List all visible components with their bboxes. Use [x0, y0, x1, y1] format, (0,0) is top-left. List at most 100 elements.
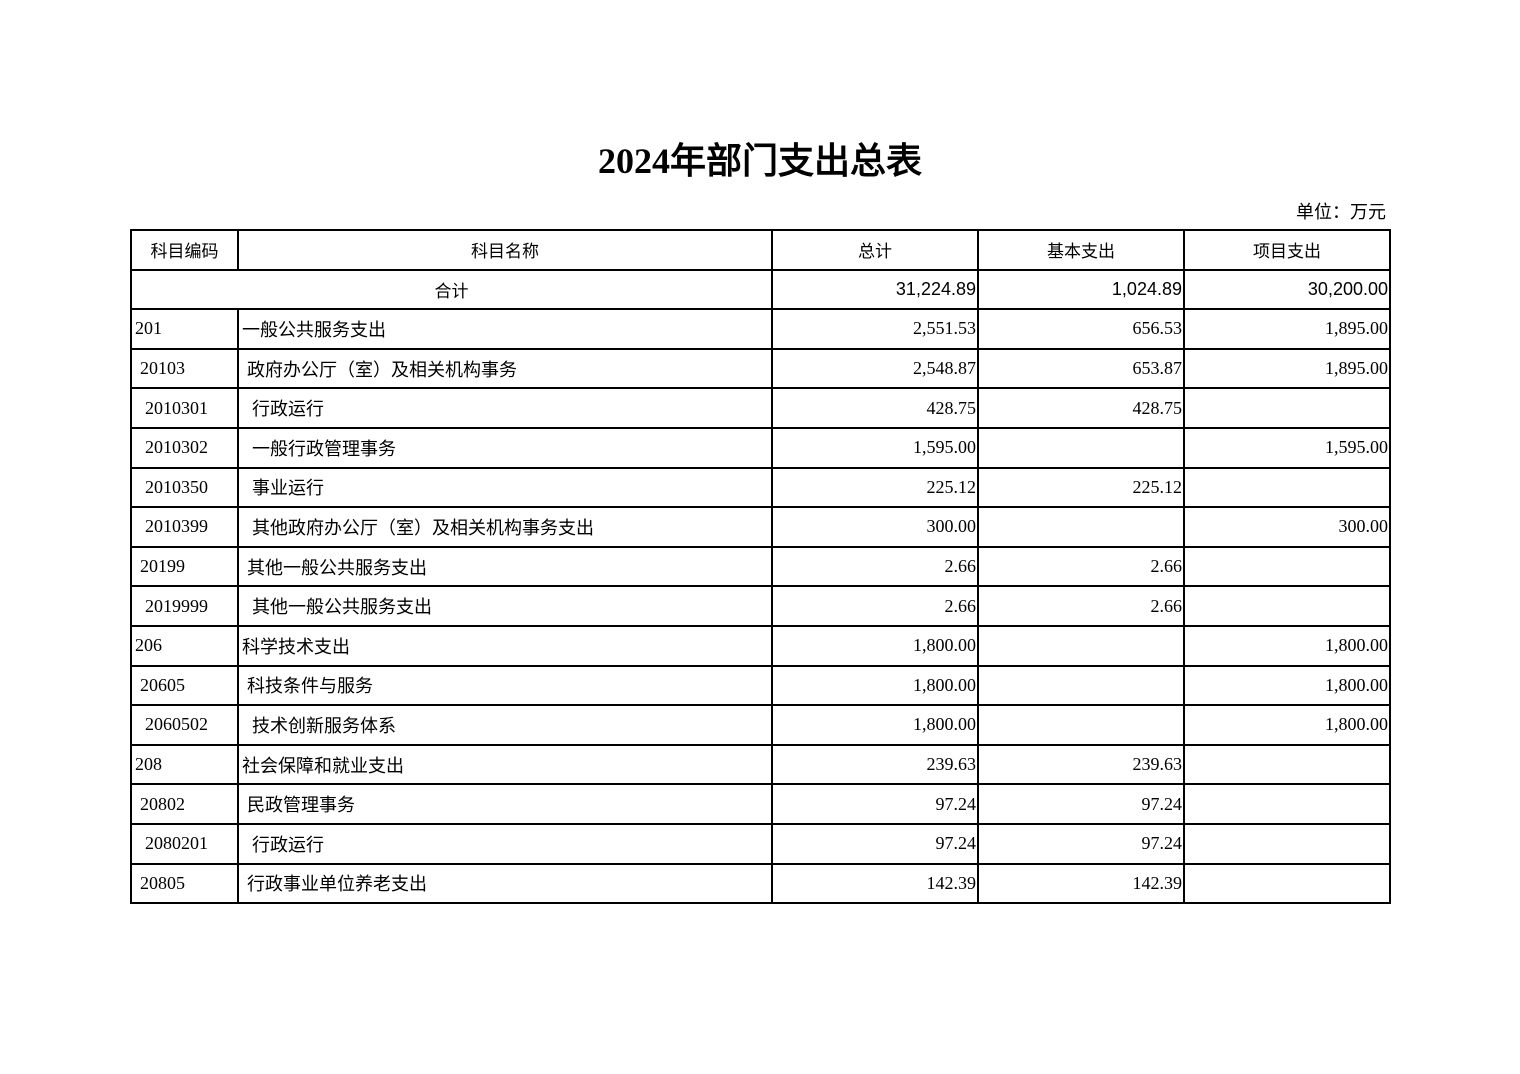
table-row: 2060502 技术创新服务体系 1,800.00 1,800.00 — [130, 704, 1391, 746]
table-row: 201 一般公共服务支出 2,551.53 656.53 1,895.00 — [130, 308, 1391, 350]
cell-name: 社会保障和就业支出 — [237, 743, 773, 786]
table-row: 2019999 其他一般公共服务支出 2.66 2.66 — [130, 585, 1391, 627]
cell-basic: 142.39 — [977, 862, 1185, 905]
cell-basic — [977, 624, 1185, 667]
table-row: 2010399 其他政府办公厅（室）及相关机构事务支出 300.00 300.00 — [130, 506, 1391, 548]
table-row: 20103 政府办公厅（室）及相关机构事务 2,548.87 653.87 1,895.… — [130, 347, 1391, 390]
cell-basic: 97.24 — [977, 783, 1185, 825]
cell-code: 2010302 — [130, 426, 239, 469]
cell-code: 20199 — [130, 545, 239, 588]
table-row: 2010302 一般行政管理事务 1,595.00 1,595.00 — [130, 426, 1391, 469]
table-row: 20805 行政事业单位养老支出 142.39 142.39 — [130, 862, 1391, 905]
table-row: 2010301 行政运行 428.75 428.75 — [130, 387, 1391, 429]
cell-name: 政府办公厅（室）及相关机构事务 — [237, 347, 773, 390]
total-row: 合计 31,224.89 1,024.89 30,200.00 — [130, 268, 1391, 311]
cell-total: 1,800.00 — [771, 664, 979, 707]
cell-total: 142.39 — [771, 862, 979, 905]
header-basic: 基本支出 — [977, 229, 1185, 271]
cell-name: 一般公共服务支出 — [237, 308, 773, 350]
cell-name: 其他政府办公厅（室）及相关机构事务支出 — [237, 506, 773, 548]
cell-code: 208 — [130, 743, 239, 786]
table-row: 20605 科技条件与服务 1,800.00 1,800.00 — [130, 664, 1391, 707]
cell-total: 97.24 — [771, 822, 979, 865]
cell-project: 1,595.00 — [1183, 426, 1391, 469]
table-row: 20802 民政管理事务 97.24 97.24 — [130, 783, 1391, 825]
cell-basic — [977, 664, 1185, 707]
cell-code: 2019999 — [130, 585, 239, 627]
cell-project: 1,800.00 — [1183, 624, 1391, 667]
cell-name: 事业运行 — [237, 466, 773, 509]
header-project: 项目支出 — [1183, 229, 1391, 271]
total-label: 合计 — [130, 268, 773, 311]
cell-project — [1183, 743, 1391, 786]
cell-name: 科技条件与服务 — [237, 664, 773, 707]
cell-basic: 428.75 — [977, 387, 1185, 429]
cell-total: 1,595.00 — [771, 426, 979, 469]
unit-label: 单位：万元 — [1296, 202, 1386, 223]
cell-project: 300.00 — [1183, 506, 1391, 548]
header-name: 科目名称 — [237, 229, 773, 271]
cell-project: 1,895.00 — [1183, 347, 1391, 390]
cell-name: 行政事业单位养老支出 — [237, 862, 773, 905]
cell-code: 2010350 — [130, 466, 239, 509]
table-header-row: 科目编码 科目名称 总计 基本支出 项目支出 — [130, 229, 1391, 271]
cell-total: 1,800.00 — [771, 704, 979, 746]
cell-total: 2,551.53 — [771, 308, 979, 350]
cell-total: 1,800.00 — [771, 624, 979, 667]
cell-name: 行政运行 — [237, 822, 773, 865]
cell-project: 1,800.00 — [1183, 704, 1391, 746]
cell-name: 其他一般公共服务支出 — [237, 585, 773, 627]
cell-code: 20605 — [130, 664, 239, 707]
cell-code: 20802 — [130, 783, 239, 825]
cell-basic: 2.66 — [977, 585, 1185, 627]
cell-total: 239.63 — [771, 743, 979, 786]
cell-code: 201 — [130, 308, 239, 350]
cell-name: 技术创新服务体系 — [237, 704, 773, 746]
header-total: 总计 — [771, 229, 979, 271]
cell-total: 300.00 — [771, 506, 979, 548]
cell-project: 1,800.00 — [1183, 664, 1391, 707]
cell-basic — [977, 704, 1185, 746]
page-title: 2024年部门支出总表 — [597, 141, 922, 181]
cell-project — [1183, 822, 1391, 865]
cell-basic: 2.66 — [977, 545, 1185, 588]
cell-code: 20805 — [130, 862, 239, 905]
cell-basic — [977, 506, 1185, 548]
cell-code: 2080201 — [130, 822, 239, 865]
cell-name: 其他一般公共服务支出 — [237, 545, 773, 588]
expenditure-table: 科目编码 科目名称 总计 基本支出 项目支出 合计 31,224.89 1,02… — [130, 229, 1391, 905]
cell-project: 1,895.00 — [1183, 308, 1391, 350]
cell-basic: 97.24 — [977, 822, 1185, 865]
cell-code: 2060502 — [130, 704, 239, 746]
cell-basic: 653.87 — [977, 347, 1185, 390]
cell-project — [1183, 545, 1391, 588]
cell-total: 2.66 — [771, 585, 979, 627]
total-project: 30,200.00 — [1183, 268, 1391, 311]
cell-project — [1183, 783, 1391, 825]
cell-name: 科学技术支出 — [237, 624, 773, 667]
cell-total: 225.12 — [771, 466, 979, 509]
table-row: 2010350 事业运行 225.12 225.12 — [130, 466, 1391, 509]
cell-name: 行政运行 — [237, 387, 773, 429]
cell-basic: 239.63 — [977, 743, 1185, 786]
cell-basic: 225.12 — [977, 466, 1185, 509]
cell-total: 97.24 — [771, 783, 979, 825]
cell-project — [1183, 862, 1391, 905]
cell-project — [1183, 585, 1391, 627]
cell-name: 一般行政管理事务 — [237, 426, 773, 469]
table-row: 206 科学技术支出 1,800.00 1,800.00 — [130, 624, 1391, 667]
cell-code: 206 — [130, 624, 239, 667]
table-row: 20199 其他一般公共服务支出 2.66 2.66 — [130, 545, 1391, 588]
cell-basic — [977, 426, 1185, 469]
cell-total: 428.75 — [771, 387, 979, 429]
cell-code: 20103 — [130, 347, 239, 390]
table-row: 208 社会保障和就业支出 239.63 239.63 — [130, 743, 1391, 786]
cell-code: 2010399 — [130, 506, 239, 548]
total-basic: 1,024.89 — [977, 268, 1185, 311]
cell-total: 2,548.87 — [771, 347, 979, 390]
cell-name: 民政管理事务 — [237, 783, 773, 825]
cell-project — [1183, 387, 1391, 429]
table-row: 2080201 行政运行 97.24 97.24 — [130, 822, 1391, 865]
cell-project — [1183, 466, 1391, 509]
cell-code: 2010301 — [130, 387, 239, 429]
